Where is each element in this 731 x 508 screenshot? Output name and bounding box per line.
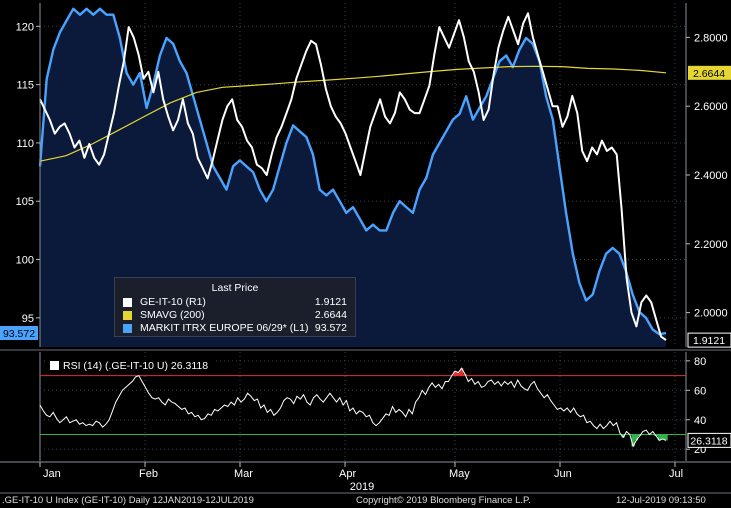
footer-index-info: .GE-IT-10 U Index (GE-IT-10) Daily 12JAN… xyxy=(2,495,254,506)
rsi-legend: RSI (14) (.GE-IT-10 U) 26.3118 xyxy=(46,360,214,374)
legend-title: Last Price xyxy=(211,282,259,294)
tag-rsi-bg xyxy=(687,432,731,448)
left-tick-label-95: 95 xyxy=(22,313,34,325)
left-tick-label-105: 105 xyxy=(16,196,34,208)
legend-swatch-smavg xyxy=(123,311,132,320)
legend-name-smavg: SMAVG (200) xyxy=(140,309,205,321)
right-tick-label-2.6: 2.6000 xyxy=(694,101,728,113)
footer-timestamp: 12-Jul-2019 09:13:50 xyxy=(616,495,706,506)
tag-ge-bg xyxy=(687,332,731,348)
x-tick-label-Mar: Mar xyxy=(234,468,253,480)
tag-itrx-text: 93.572 xyxy=(3,328,35,340)
rsi-legend-swatch xyxy=(50,361,59,370)
right-tick-label-2: 2.0000 xyxy=(694,308,728,320)
tag-itrx-bg xyxy=(0,326,38,341)
x-tick-label-Jul: Jul xyxy=(669,468,683,480)
rsi-tick-label-40: 40 xyxy=(694,415,706,427)
tag-smavg-text: 2.6644 xyxy=(693,68,725,80)
rsi-overbought-fill xyxy=(453,368,467,376)
right-tick-label-2.8: 2.8000 xyxy=(694,32,728,44)
main-axes: 95 100 105 110 115 120 2.0000 2.2000 2.4000 2.600… xyxy=(0,3,731,351)
legend-value-itrx: 93.572 xyxy=(314,322,347,334)
legend-row-itrx: MARKIT ITRX EUROPE 06/29* (L1) 93.572 xyxy=(123,322,351,335)
rsi-tick-label-60: 60 xyxy=(694,385,706,397)
itrx-series-layer xyxy=(38,7,667,348)
smavg-series-layer xyxy=(39,65,667,162)
left-tick-label-110: 110 xyxy=(16,138,34,150)
legend-name-itrx: MARKIT ITRX EUROPE 06/29* (L1) xyxy=(140,322,309,334)
legend-value-smavg: 2.6644 xyxy=(314,309,347,321)
x-tick-label-Apr: Apr xyxy=(339,468,356,480)
rsi-tick-label-80: 80 xyxy=(694,356,706,368)
x-tick-label-May: May xyxy=(449,468,470,480)
tag-smavg-bg xyxy=(688,65,731,80)
ge-series-layer xyxy=(39,12,667,341)
rsi-legend-text: RSI (14) (.GE-IT-10 U) 26.3118 xyxy=(63,360,209,372)
tag-rsi-text: 26.3118 xyxy=(690,435,727,447)
x-tick-label-Feb: Feb xyxy=(139,468,158,480)
legend-row-ge: GE-IT-10 (R1) 1.9121 xyxy=(123,296,351,309)
right-tick-label-2.2: 2.2000 xyxy=(694,239,728,251)
itrx-area xyxy=(40,8,666,348)
legend-swatch-ge xyxy=(123,298,132,307)
x-tick-label-Jan: Jan xyxy=(43,468,61,480)
x-axis: Jan Feb Mar Apr May Jun Jul 2019 xyxy=(0,461,731,494)
itrx-line xyxy=(38,7,667,336)
tag-ge-text: 1.9121 xyxy=(693,335,725,347)
x-year-label: 2019 xyxy=(350,481,374,493)
left-tick-label-100: 100 xyxy=(16,255,34,267)
legend-row-smavg: SMAVG (200) 2.6644 xyxy=(123,309,351,322)
legend-swatch-itrx xyxy=(123,324,132,333)
smavg-line xyxy=(39,65,667,162)
left-tick-label-115: 115 xyxy=(16,80,34,92)
ge-it-10-line xyxy=(39,12,667,341)
legend-name-ge: GE-IT-10 (R1) xyxy=(140,296,206,308)
right-tick-label-2.4: 2.4000 xyxy=(694,170,728,182)
legend-box: Last Price GE-IT-10 (R1) 1.9121 SMAVG (2… xyxy=(114,277,356,337)
legend-value-ge: 1.9121 xyxy=(314,296,347,308)
footer-copyright: Copyright© 2019 Bloomberg Finance L.P. xyxy=(356,495,531,506)
left-tick-label-120: 120 xyxy=(16,21,34,33)
x-tick-label-Jun: Jun xyxy=(554,468,572,480)
rsi-line xyxy=(39,367,667,448)
